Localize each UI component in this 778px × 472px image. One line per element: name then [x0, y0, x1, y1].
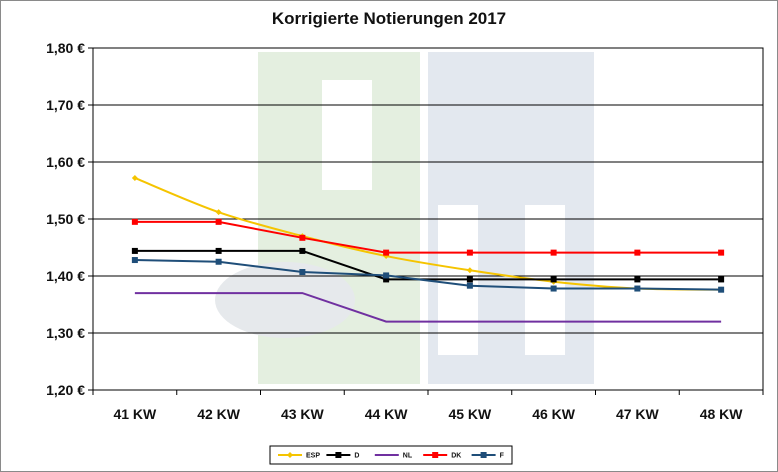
y-tick-label: 1,60 €: [46, 154, 85, 170]
data-point-dk: [215, 218, 222, 225]
legend-label-esp: ESP: [306, 453, 320, 460]
data-point-f: [299, 269, 306, 276]
data-point-f: [215, 258, 222, 265]
data-point-d: [131, 247, 138, 254]
data-point-f: [718, 286, 725, 293]
data-point-d: [383, 276, 390, 283]
data-point-esp: [131, 174, 138, 181]
legend-label-nl: NL: [403, 453, 413, 460]
data-point-dk: [131, 218, 138, 225]
data-point-f: [466, 282, 473, 289]
y-tick-label: 1,40 €: [46, 268, 85, 284]
data-point-esp: [215, 209, 222, 216]
x-tick-label: 41 KW: [113, 406, 157, 422]
series-f: [131, 257, 725, 293]
y-tick-label: 1,70 €: [46, 97, 85, 113]
chart-title: Korrigierte Notierungen 2017: [271, 9, 507, 28]
series-line-nl: [134, 292, 722, 323]
y-tick-label: 1,80 €: [46, 40, 85, 56]
data-point-d: [718, 276, 725, 283]
series-nl: [134, 292, 722, 323]
x-tick-label: 47 KW: [616, 406, 660, 422]
legend-marker-esp: [287, 452, 293, 458]
data-point-f: [131, 257, 138, 264]
x-tick-label: 44 KW: [365, 406, 409, 422]
data-point-dk: [550, 249, 557, 256]
x-tick-label: 48 KW: [700, 406, 744, 422]
legend-label-dk: DK: [451, 453, 461, 460]
data-point-dk: [718, 249, 725, 256]
data-point-d: [550, 276, 557, 283]
data-point-f: [383, 272, 390, 279]
data-point-dk: [299, 234, 306, 241]
y-tick-label: 1,50 €: [46, 211, 85, 227]
x-tick-label: 43 KW: [281, 406, 325, 422]
data-point-f: [550, 285, 557, 292]
legend-marker-dk: [432, 452, 439, 458]
y-tick-label: 1,30 €: [46, 325, 85, 341]
data-point-esp: [466, 267, 473, 274]
legend-label-d: D: [354, 453, 359, 460]
data-point-dk: [466, 249, 473, 256]
x-tick-label: 45 KW: [448, 406, 492, 422]
y-tick-label: 1,20 €: [46, 382, 85, 398]
legend-marker-d: [335, 452, 342, 458]
data-point-d: [215, 247, 222, 254]
series-dk: [131, 218, 725, 256]
legend-label-f: F: [500, 453, 505, 460]
legend-marker-f: [480, 452, 487, 458]
isn-logo-watermark: [215, 52, 594, 384]
data-point-d: [634, 276, 641, 283]
series-line-d: [134, 249, 722, 281]
data-point-d: [466, 276, 473, 283]
series-line-f: [134, 259, 722, 291]
series-line-dk: [134, 220, 722, 254]
data-point-d: [299, 247, 306, 254]
x-tick-label: 42 KW: [197, 406, 241, 422]
data-point-f: [634, 285, 641, 292]
data-point-dk: [634, 249, 641, 256]
data-point-dk: [383, 249, 390, 256]
x-tick-label: 46 KW: [532, 406, 576, 422]
series-d: [131, 247, 725, 283]
